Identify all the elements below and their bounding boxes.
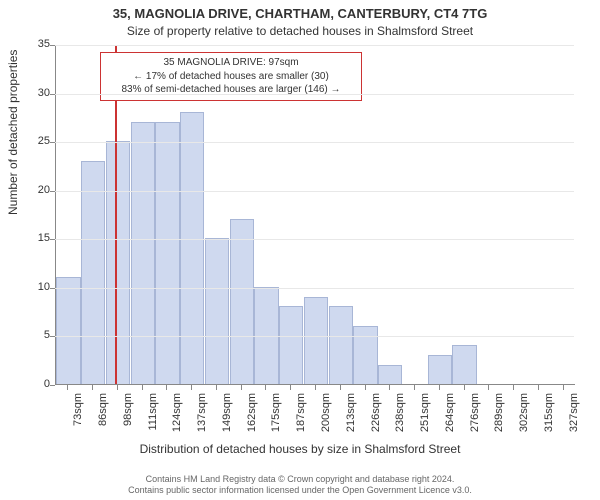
bar	[329, 306, 353, 384]
x-tick-mark	[389, 385, 390, 390]
annotation-line1: 35 MAGNOLIA DRIVE: 97sqm	[107, 56, 355, 70]
y-tick-label: 0	[26, 378, 50, 390]
x-tick-label: 289sqm	[493, 393, 505, 443]
bar	[155, 122, 179, 384]
chart-title-sub: Size of property relative to detached ho…	[0, 24, 600, 38]
x-tick-mark	[365, 385, 366, 390]
x-tick-label: 264sqm	[444, 393, 456, 443]
chart-container: 35, MAGNOLIA DRIVE, CHARTHAM, CANTERBURY…	[0, 0, 600, 500]
bar	[353, 326, 377, 384]
x-tick-label: 251sqm	[419, 393, 431, 443]
x-tick-mark	[166, 385, 167, 390]
x-tick-label: 315sqm	[543, 393, 555, 443]
x-tick-label: 73sqm	[72, 393, 84, 443]
y-tick-label: 5	[26, 329, 50, 341]
gridline	[55, 336, 574, 337]
x-tick-mark	[538, 385, 539, 390]
y-tick-label: 15	[26, 232, 50, 244]
x-tick-label: 86sqm	[97, 393, 109, 443]
bar	[378, 365, 402, 384]
y-tick-label: 30	[26, 87, 50, 99]
x-tick-label: 111sqm	[147, 393, 159, 443]
x-tick-mark	[67, 385, 68, 390]
bar	[452, 345, 476, 384]
gridline	[55, 94, 574, 95]
y-tick-mark	[50, 142, 55, 143]
annotation-line2: ← 17% of detached houses are smaller (30…	[107, 70, 355, 84]
x-tick-mark	[241, 385, 242, 390]
footer-line1: Contains HM Land Registry data © Crown c…	[0, 474, 600, 485]
x-tick-label: 327sqm	[568, 393, 580, 443]
x-tick-label: 149sqm	[221, 393, 233, 443]
x-tick-mark	[315, 385, 316, 390]
x-tick-mark	[142, 385, 143, 390]
y-tick-label: 25	[26, 135, 50, 147]
x-tick-label: 124sqm	[171, 393, 183, 443]
x-tick-label: 98sqm	[122, 393, 134, 443]
y-tick-mark	[50, 45, 55, 46]
bar	[205, 238, 229, 384]
x-tick-mark	[439, 385, 440, 390]
y-tick-label: 20	[26, 184, 50, 196]
y-tick-mark	[50, 94, 55, 95]
x-tick-mark	[265, 385, 266, 390]
footer-line2: Contains public sector information licen…	[0, 485, 600, 496]
footer-attribution: Contains HM Land Registry data © Crown c…	[0, 474, 600, 496]
x-tick-label: 137sqm	[196, 393, 208, 443]
x-tick-mark	[117, 385, 118, 390]
x-tick-mark	[513, 385, 514, 390]
gridline	[55, 288, 574, 289]
gridline	[55, 142, 574, 143]
x-tick-mark	[92, 385, 93, 390]
x-tick-mark	[216, 385, 217, 390]
bar	[428, 355, 452, 384]
bar	[254, 287, 278, 384]
x-tick-mark	[191, 385, 192, 390]
bar	[106, 141, 130, 384]
x-tick-label: 226sqm	[370, 393, 382, 443]
x-tick-label: 213sqm	[345, 393, 357, 443]
y-tick-mark	[50, 239, 55, 240]
y-tick-label: 10	[26, 281, 50, 293]
y-tick-mark	[50, 288, 55, 289]
y-tick-label: 35	[26, 38, 50, 50]
x-tick-label: 187sqm	[295, 393, 307, 443]
y-tick-mark	[50, 385, 55, 386]
x-axis-label: Distribution of detached houses by size …	[0, 442, 600, 456]
bar	[304, 297, 328, 384]
gridline	[55, 239, 574, 240]
x-tick-label: 238sqm	[394, 393, 406, 443]
y-tick-mark	[50, 191, 55, 192]
bar	[279, 306, 303, 384]
y-axis-label: Number of detached properties	[6, 50, 20, 215]
x-tick-label: 302sqm	[518, 393, 530, 443]
gridline	[55, 45, 574, 46]
chart-title-main: 35, MAGNOLIA DRIVE, CHARTHAM, CANTERBURY…	[0, 6, 600, 21]
bar	[230, 219, 254, 384]
x-tick-mark	[290, 385, 291, 390]
x-tick-mark	[488, 385, 489, 390]
x-tick-mark	[414, 385, 415, 390]
bar	[131, 122, 155, 384]
x-tick-mark	[464, 385, 465, 390]
x-tick-label: 200sqm	[320, 393, 332, 443]
gridline	[55, 191, 574, 192]
x-tick-label: 162sqm	[246, 393, 258, 443]
bar	[56, 277, 80, 384]
y-tick-mark	[50, 336, 55, 337]
x-tick-label: 175sqm	[270, 393, 282, 443]
x-tick-label: 276sqm	[469, 393, 481, 443]
bar	[81, 161, 105, 384]
bar	[180, 112, 204, 384]
x-tick-mark	[563, 385, 564, 390]
x-tick-mark	[340, 385, 341, 390]
